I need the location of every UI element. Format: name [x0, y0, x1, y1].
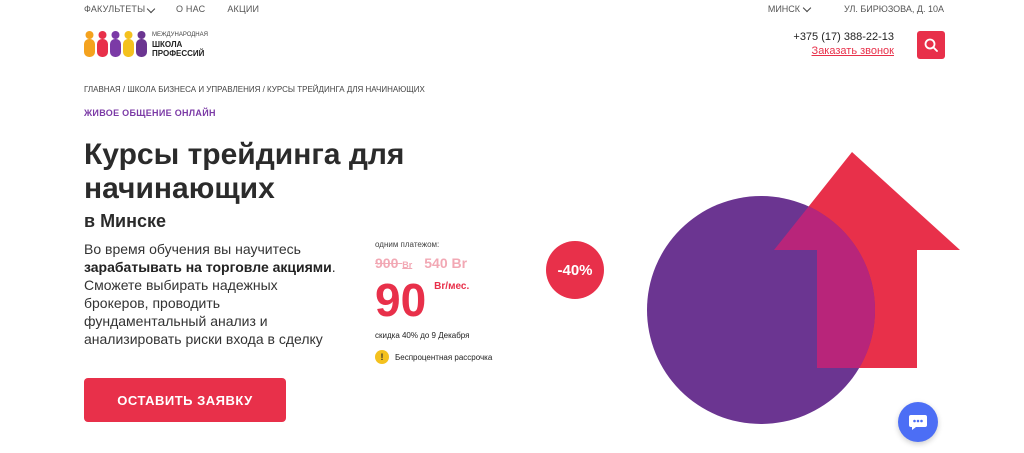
logo-line2: ПРОФЕССИЙ — [152, 48, 205, 58]
description-bold: зарабатывать на торговле акциями — [84, 259, 332, 275]
old-prices: 900 Br 540 Br — [375, 255, 575, 271]
callback-link[interactable]: Заказать звонок — [811, 45, 894, 57]
description-rest: . Сможете выбирать надежных брокеров, пр… — [84, 259, 336, 347]
price-block: одним платежом: 900 Br 540 Br 90 Br/мес.… — [375, 240, 575, 364]
phone-number[interactable]: +375 (17) 388-22-13 — [793, 31, 894, 43]
contact-block: +375 (17) 388-22-13 Заказать звонок — [793, 31, 894, 57]
chat-button[interactable] — [898, 402, 938, 442]
search-icon — [924, 38, 938, 52]
one-payment-label: одним платежом: — [375, 240, 440, 249]
breadcrumb[interactable]: ГЛАВНАЯ / ШКОЛА БИЗНЕСА И УПРАВЛЕНИЯ / К… — [84, 85, 425, 94]
header: МЕЖДУНАРОДНАЯ ШКОЛА ПРОФЕССИЙ +375 (17) … — [0, 20, 1024, 72]
monthly-price-unit: Br/мес. — [434, 281, 470, 292]
faculties-label: ФАКУЛЬТЕТЫ — [84, 4, 146, 14]
old-price-currency: Br — [402, 260, 413, 270]
page-title: Курсы трейдинга для начинающих — [84, 138, 405, 205]
city-label: МИНСК — [767, 4, 801, 14]
course-description: Во время обучения вы научитесь зарабатыв… — [84, 240, 344, 348]
discount-badge: -40% — [546, 241, 604, 299]
city-selector[interactable]: МИНСК — [767, 3, 812, 14]
chevron-down-icon — [146, 4, 156, 14]
logo-mark-icon — [84, 31, 147, 57]
old-price: 900 Br — [375, 255, 412, 271]
chat-icon — [909, 415, 927, 430]
logo-small-text: МЕЖДУНАРОДНАЯ — [152, 31, 208, 38]
promo-price: 540 Br — [424, 255, 468, 271]
submit-application-button[interactable]: ОСТАВИТЬ ЗАЯВКУ — [84, 378, 286, 422]
faculties-menu[interactable]: ФАКУЛЬТЕТЫ — [84, 4, 156, 14]
installment-label: Беспроцентная рассрочка — [395, 352, 493, 362]
top-right: МИНСК УЛ. БИРЮЗОВА, Д. 10А — [767, 3, 944, 14]
chevron-down-icon — [802, 3, 812, 12]
description-line1: Во время обучения вы научитесь — [84, 241, 301, 257]
address-text: УЛ. БИРЮЗОВА, Д. 10А — [844, 4, 944, 14]
hero-illustration — [647, 152, 960, 424]
discount-note: скидка 40% до 9 Декабря — [375, 331, 470, 340]
logo-line1: ШКОЛА — [152, 39, 183, 49]
installment-info[interactable]: ! Беспроцентная рассрочка — [375, 350, 575, 364]
info-icon: ! — [375, 350, 389, 364]
tagline: ЖИВОЕ ОБЩЕНИЕ ОНЛАЙН — [84, 108, 216, 118]
logo[interactable]: МЕЖДУНАРОДНАЯ ШКОЛА ПРОФЕССИЙ — [84, 29, 208, 59]
monthly-price-value: 90 — [375, 274, 427, 326]
search-button[interactable] — [917, 31, 945, 59]
about-link[interactable]: О НАС — [176, 4, 206, 14]
old-price-value: 900 — [375, 255, 399, 271]
city-subtitle: в Минске — [84, 211, 167, 231]
logo-text: МЕЖДУНАРОДНАЯ ШКОЛА ПРОФЕССИЙ — [152, 31, 208, 58]
top-nav: ФАКУЛЬТЕТЫ О НАС АКЦИИ — [84, 4, 259, 14]
promotions-link[interactable]: АКЦИИ — [227, 4, 260, 14]
monthly-price: 90 Br/мес. — [375, 275, 575, 325]
top-bar: ФАКУЛЬТЕТЫ О НАС АКЦИИ МИНСК УЛ. БИРЮЗОВ… — [0, 0, 1024, 20]
